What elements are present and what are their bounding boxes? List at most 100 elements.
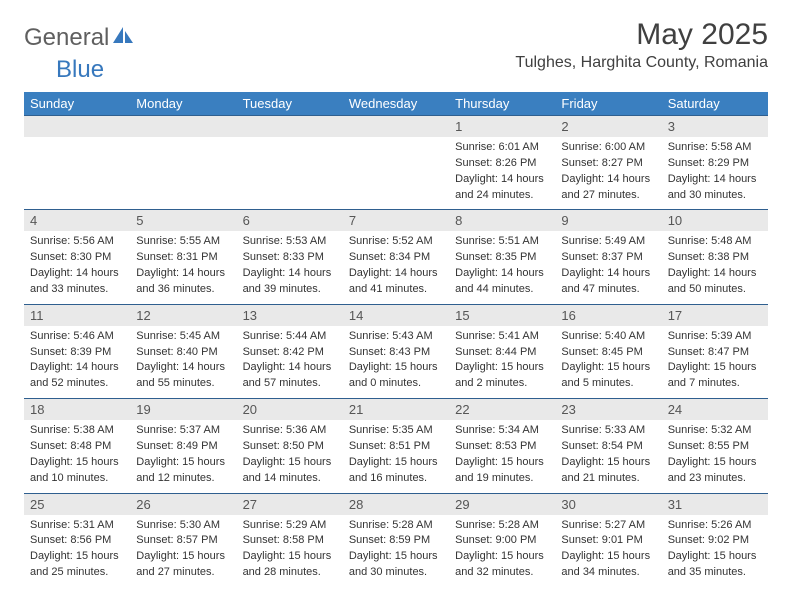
day2-text: and 23 minutes.: [668, 471, 762, 486]
day-header: Thursday: [449, 92, 555, 116]
day-number-cell: 9: [555, 210, 661, 232]
day-detail-cell: Sunrise: 5:27 AMSunset: 9:01 PMDaylight:…: [555, 515, 661, 587]
day-header: Friday: [555, 92, 661, 116]
calendar-table: SundayMondayTuesdayWednesdayThursdayFrid…: [24, 92, 768, 587]
sunset-text: Sunset: 8:50 PM: [243, 439, 337, 454]
day-number-cell: 22: [449, 399, 555, 421]
day2-text: and 16 minutes.: [349, 471, 443, 486]
day-number-cell: 19: [130, 399, 236, 421]
day-number-cell: 25: [24, 493, 130, 515]
day-detail-cell: [237, 137, 343, 210]
day2-text: and 2 minutes.: [455, 376, 549, 391]
day-detail-cell: Sunrise: 5:29 AMSunset: 8:58 PMDaylight:…: [237, 515, 343, 587]
day1-text: Daylight: 15 hours: [30, 455, 124, 470]
sunrise-text: Sunrise: 5:35 AM: [349, 423, 443, 438]
day-detail-cell: Sunrise: 6:01 AMSunset: 8:26 PMDaylight:…: [449, 137, 555, 210]
sunset-text: Sunset: 8:43 PM: [349, 345, 443, 360]
day-detail-cell: Sunrise: 5:48 AMSunset: 8:38 PMDaylight:…: [662, 231, 768, 304]
sunset-text: Sunset: 8:27 PM: [561, 156, 655, 171]
day-detail-cell: [24, 137, 130, 210]
day-header: Sunday: [24, 92, 130, 116]
logo-blue: Blue: [56, 56, 104, 84]
day-number-cell: 17: [662, 304, 768, 326]
day1-text: Daylight: 14 hours: [243, 266, 337, 281]
sunrise-text: Sunrise: 5:43 AM: [349, 329, 443, 344]
sunset-text: Sunset: 9:01 PM: [561, 533, 655, 548]
sunset-text: Sunset: 8:31 PM: [136, 250, 230, 265]
day2-text: and 39 minutes.: [243, 282, 337, 297]
day-detail-cell: Sunrise: 5:40 AMSunset: 8:45 PMDaylight:…: [555, 326, 661, 399]
day-number-cell: 20: [237, 399, 343, 421]
day-number-cell: 30: [555, 493, 661, 515]
day2-text: and 28 minutes.: [243, 565, 337, 580]
day2-text: and 12 minutes.: [136, 471, 230, 486]
sunset-text: Sunset: 9:00 PM: [455, 533, 549, 548]
sunset-text: Sunset: 8:55 PM: [668, 439, 762, 454]
day-detail-cell: [343, 137, 449, 210]
day1-text: Daylight: 15 hours: [30, 549, 124, 564]
day-detail-cell: Sunrise: 5:35 AMSunset: 8:51 PMDaylight:…: [343, 420, 449, 493]
day-detail-cell: Sunrise: 6:00 AMSunset: 8:27 PMDaylight:…: [555, 137, 661, 210]
day-detail-cell: Sunrise: 5:46 AMSunset: 8:39 PMDaylight:…: [24, 326, 130, 399]
sunset-text: Sunset: 8:39 PM: [30, 345, 124, 360]
day-detail-cell: Sunrise: 5:37 AMSunset: 8:49 PMDaylight:…: [130, 420, 236, 493]
sunset-text: Sunset: 8:35 PM: [455, 250, 549, 265]
day-number-row: 123: [24, 116, 768, 138]
logo: General: [24, 24, 137, 52]
day-number-cell: 28: [343, 493, 449, 515]
day1-text: Daylight: 14 hours: [455, 172, 549, 187]
day1-text: Daylight: 14 hours: [561, 266, 655, 281]
sunrise-text: Sunrise: 5:39 AM: [668, 329, 762, 344]
sunset-text: Sunset: 8:33 PM: [243, 250, 337, 265]
day-detail-cell: Sunrise: 5:38 AMSunset: 8:48 PMDaylight:…: [24, 420, 130, 493]
sunrise-text: Sunrise: 5:31 AM: [30, 518, 124, 533]
sunset-text: Sunset: 8:38 PM: [668, 250, 762, 265]
day1-text: Daylight: 15 hours: [243, 455, 337, 470]
day2-text: and 27 minutes.: [561, 188, 655, 203]
sunset-text: Sunset: 8:26 PM: [455, 156, 549, 171]
day-detail-cell: Sunrise: 5:36 AMSunset: 8:50 PMDaylight:…: [237, 420, 343, 493]
day-detail-cell: Sunrise: 5:41 AMSunset: 8:44 PMDaylight:…: [449, 326, 555, 399]
day2-text: and 55 minutes.: [136, 376, 230, 391]
day-number-cell: 26: [130, 493, 236, 515]
day-number-cell: 7: [343, 210, 449, 232]
sunset-text: Sunset: 8:59 PM: [349, 533, 443, 548]
day-detail-row: Sunrise: 5:46 AMSunset: 8:39 PMDaylight:…: [24, 326, 768, 399]
day-number-cell: 6: [237, 210, 343, 232]
day1-text: Daylight: 14 hours: [668, 172, 762, 187]
day-number-cell: 23: [555, 399, 661, 421]
day1-text: Daylight: 15 hours: [561, 549, 655, 564]
sunrise-text: Sunrise: 5:44 AM: [243, 329, 337, 344]
day-number-cell: 27: [237, 493, 343, 515]
day-number-cell: 2: [555, 116, 661, 138]
day-detail-row: Sunrise: 6:01 AMSunset: 8:26 PMDaylight:…: [24, 137, 768, 210]
day-detail-row: Sunrise: 5:31 AMSunset: 8:56 PMDaylight:…: [24, 515, 768, 587]
day-detail-cell: Sunrise: 5:56 AMSunset: 8:30 PMDaylight:…: [24, 231, 130, 304]
day1-text: Daylight: 15 hours: [136, 455, 230, 470]
day2-text: and 32 minutes.: [455, 565, 549, 580]
sunrise-text: Sunrise: 6:00 AM: [561, 140, 655, 155]
day2-text: and 7 minutes.: [668, 376, 762, 391]
day1-text: Daylight: 15 hours: [668, 360, 762, 375]
month-title: May 2025: [515, 18, 768, 52]
day1-text: Daylight: 15 hours: [561, 360, 655, 375]
sunset-text: Sunset: 8:57 PM: [136, 533, 230, 548]
sunset-text: Sunset: 8:42 PM: [243, 345, 337, 360]
day1-text: Daylight: 14 hours: [561, 172, 655, 187]
day-detail-cell: Sunrise: 5:43 AMSunset: 8:43 PMDaylight:…: [343, 326, 449, 399]
calendar-page: General May 2025 Tulghes, Harghita Count…: [0, 0, 792, 597]
sunrise-text: Sunrise: 5:36 AM: [243, 423, 337, 438]
day-detail-cell: Sunrise: 5:31 AMSunset: 8:56 PMDaylight:…: [24, 515, 130, 587]
day-number-cell: 4: [24, 210, 130, 232]
day1-text: Daylight: 14 hours: [243, 360, 337, 375]
day2-text: and 57 minutes.: [243, 376, 337, 391]
day1-text: Daylight: 14 hours: [455, 266, 549, 281]
calendar-header-row: SundayMondayTuesdayWednesdayThursdayFrid…: [24, 92, 768, 116]
day-detail-cell: Sunrise: 5:33 AMSunset: 8:54 PMDaylight:…: [555, 420, 661, 493]
day1-text: Daylight: 14 hours: [349, 266, 443, 281]
day-detail-row: Sunrise: 5:38 AMSunset: 8:48 PMDaylight:…: [24, 420, 768, 493]
day2-text: and 36 minutes.: [136, 282, 230, 297]
sunset-text: Sunset: 8:40 PM: [136, 345, 230, 360]
day1-text: Daylight: 15 hours: [349, 455, 443, 470]
day2-text: and 47 minutes.: [561, 282, 655, 297]
